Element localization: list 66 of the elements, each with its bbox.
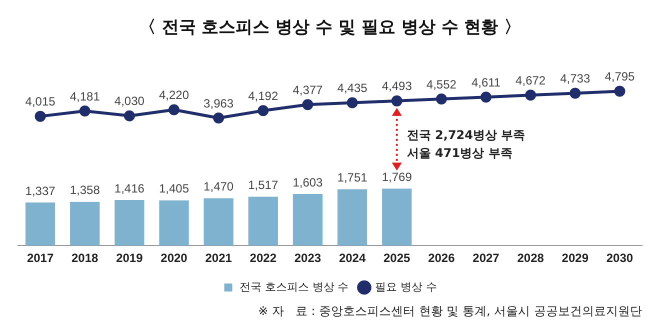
- data-label: 4,552: [426, 77, 457, 92]
- x-tick-label: 2018: [72, 251, 99, 266]
- data-label: 4,611: [471, 75, 501, 90]
- data-label: 1,416: [114, 181, 145, 196]
- bar: [114, 200, 144, 246]
- point: [391, 95, 402, 106]
- x-tick-label: 2030: [606, 251, 634, 266]
- x-tick-label: 2019: [116, 251, 144, 266]
- x-tick-label: 2017: [26, 251, 54, 266]
- x-tick-label: 2025: [384, 251, 411, 266]
- data-label: 4,015: [25, 94, 56, 109]
- point: [34, 110, 46, 122]
- point: [213, 112, 224, 124]
- data-label: 4,435: [337, 81, 368, 96]
- bar: [159, 200, 189, 246]
- point: [436, 94, 447, 105]
- data-label: 1,470: [204, 180, 234, 194]
- data-label: 4,192: [248, 88, 278, 103]
- bar: [204, 198, 234, 246]
- point: [570, 88, 581, 99]
- data-label: 4,493: [382, 79, 412, 94]
- x-tick-label: 2021: [205, 251, 232, 266]
- point: [168, 104, 180, 116]
- bar: [337, 189, 368, 246]
- data-label: 4,377: [292, 82, 324, 97]
- data-label: 1,603: [292, 175, 324, 190]
- point: [346, 97, 358, 108]
- x-tick-label: 2024: [338, 251, 366, 266]
- x-tick-label: 2020: [160, 251, 188, 266]
- data-label: 4,220: [158, 88, 190, 102]
- text: ※ 자 료 : 중앙호스피스센터 현황 및 통계, 서울시 공공보건의료지원단: [257, 303, 642, 320]
- data-label: 1,517: [248, 178, 278, 192]
- point: [302, 99, 314, 110]
- data-label: 3,963: [204, 96, 234, 110]
- data-label: 4,795: [604, 70, 636, 84]
- x-tick-label: 2023: [294, 251, 322, 266]
- x-tick-label: 2026: [428, 251, 456, 266]
- bar: [382, 188, 412, 246]
- point: [614, 86, 626, 97]
- data-label: 1,358: [70, 183, 100, 198]
- data-label: 1,769: [382, 170, 412, 184]
- data-label: 1,405: [158, 182, 190, 196]
- annotation: 전국 2,724병상 부족: [406, 128, 526, 142]
- point: [258, 105, 269, 116]
- x-tick-label: 2022: [250, 251, 277, 266]
- x-tick-label: 2029: [562, 251, 589, 266]
- bar: [248, 196, 278, 246]
- legend-label: 전국 호스피스 병상 수: [239, 280, 349, 294]
- point: [79, 105, 90, 116]
- bar: [25, 202, 56, 246]
- data-label: 1,337: [25, 184, 56, 198]
- data-label: 1,751: [337, 170, 368, 185]
- x-tick-label: 2027: [472, 251, 500, 266]
- point: [480, 92, 492, 103]
- legend-label: 필요 병상 수: [375, 280, 438, 294]
- bar: [70, 202, 100, 246]
- data-label: 4,181: [70, 89, 100, 104]
- data-label: 4,733: [560, 72, 590, 86]
- chart-title: 〈 전국 호스피스 병상 수 및 필요 병상 수 현황 〉: [138, 18, 522, 38]
- point: [124, 110, 135, 122]
- bar: [292, 194, 323, 246]
- x-tick-label: 2028: [517, 251, 544, 266]
- point: [525, 90, 536, 101]
- data-label: 4,672: [516, 73, 546, 88]
- annotation: 서울 471병상 부족: [406, 146, 512, 160]
- data-label: 4,030: [114, 94, 145, 108]
